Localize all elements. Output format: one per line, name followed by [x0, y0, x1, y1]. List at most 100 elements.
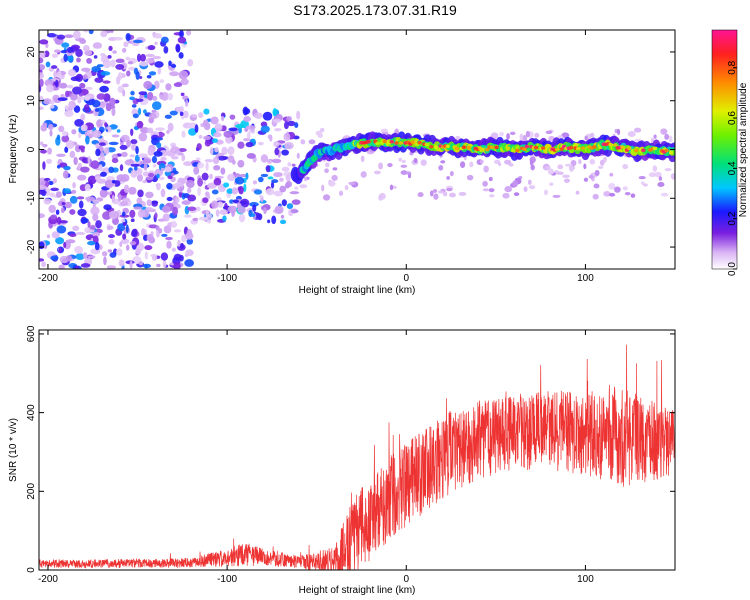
heatmap-cell: [125, 224, 129, 234]
heatmap-cell: [300, 139, 306, 145]
heatmap-cell: [198, 216, 209, 221]
heatmap-cell: [39, 213, 46, 219]
heatmap-cell: [265, 188, 275, 196]
heatmap-cell: [660, 128, 668, 135]
heatmap-cell: [251, 138, 256, 142]
heatmap-cell: [197, 177, 203, 187]
heatmap-cell: [479, 159, 484, 164]
heatmap-cell: [549, 182, 554, 186]
heatmap-cell: [458, 191, 467, 196]
heatmap-cell: [210, 116, 219, 125]
heatmap-cell: [87, 175, 97, 185]
heatmap-cell: [207, 219, 212, 224]
heatmap-cell: [61, 135, 70, 143]
heatmap-cell: [206, 213, 213, 219]
heatmap-cell: [657, 181, 665, 188]
heatmap-cell: [524, 144, 530, 149]
heatmap-cell: [152, 163, 157, 168]
heatmap-cell: [184, 259, 195, 267]
x-tick-label: 100: [577, 273, 594, 284]
heatmap-cell: [100, 171, 107, 177]
heatmap-cell: [348, 181, 356, 186]
heatmap-cell: [154, 61, 164, 68]
y-tick-label: -10: [26, 191, 37, 206]
heatmap-cell: [95, 220, 102, 229]
heatmap-cell: [232, 199, 240, 204]
heatmap-cell: [55, 79, 59, 88]
heatmap-cell: [152, 95, 158, 101]
heatmap-cell: [46, 158, 53, 164]
heatmap-cell: [522, 147, 527, 152]
heatmap-cell: [83, 104, 90, 112]
heatmap-cell: [180, 234, 187, 242]
heatmap-cell: [608, 142, 613, 147]
heatmap-cell: [39, 57, 44, 64]
heatmap-cell: [214, 123, 223, 132]
heatmap-cell: [156, 263, 161, 268]
heatmap-x-ticks: -200 -100 0 100: [38, 30, 594, 284]
heatmap-cell: [213, 132, 222, 138]
heatmap-cell: [239, 200, 248, 205]
heatmap-cell: [142, 263, 152, 269]
heatmap-cell: [52, 178, 57, 184]
heatmap-cell: [169, 71, 180, 77]
heatmap-cell: [131, 228, 138, 237]
heatmap-cell: [84, 95, 91, 101]
heatmap-cell: [75, 48, 83, 58]
heatmap-cell: [322, 194, 331, 201]
heatmap-cell: [185, 232, 194, 240]
heatmap-cell: [227, 173, 236, 182]
heatmap-cell: [562, 174, 570, 179]
heatmap-cell: [102, 211, 112, 220]
heatmap-cell: [86, 229, 95, 233]
heatmap-cell: [156, 173, 160, 179]
heatmap-cell: [285, 174, 291, 182]
heatmap-cell: [216, 197, 222, 201]
heatmap-cell: [203, 135, 211, 141]
heatmap-cell: [103, 256, 107, 266]
heatmap-cell: [49, 129, 53, 137]
heatmap-cell: [165, 236, 173, 241]
heatmap-cell: [620, 145, 625, 149]
heatmap-cell: [80, 113, 86, 121]
heatmap-cell: [209, 146, 214, 155]
colorbar-tick-label: 0.8: [727, 60, 738, 74]
heatmap-cell: [504, 186, 513, 193]
heatmap-cell: [171, 144, 176, 153]
heatmap-cell: [64, 109, 74, 118]
heatmap-cell: [76, 174, 87, 181]
heatmap-cell: [652, 165, 658, 172]
heatmap-cell: [180, 242, 184, 249]
heatmap-cell: [108, 239, 115, 245]
heatmap-cell: [50, 99, 55, 105]
heatmap-cell: [179, 152, 183, 156]
heatmap-cell: [319, 127, 325, 133]
heatmap-cell: [110, 30, 114, 34]
snr-x-label: Height of straight line (km): [299, 585, 416, 596]
x-tick-label: -200: [38, 273, 58, 284]
heatmap-cell: [490, 132, 499, 140]
heatmap-cell: [92, 203, 96, 208]
heatmap-cell: [146, 233, 154, 242]
heatmap-cell: [506, 133, 510, 140]
heatmap-cell: [170, 155, 179, 160]
heatmap-cell: [104, 122, 108, 128]
heatmap-cell: [154, 41, 158, 45]
heatmap-cell: [148, 71, 157, 76]
heatmap-cell: [64, 146, 69, 153]
heatmap-cell: [401, 159, 406, 163]
heatmap-cell: [482, 188, 490, 192]
heatmap-cell: [592, 193, 599, 200]
heatmap-cell: [130, 90, 135, 96]
heatmap-cell: [120, 218, 126, 223]
heatmap-cell: [523, 186, 528, 192]
heatmap-cell: [129, 240, 137, 246]
heatmap-cell: [69, 92, 78, 101]
heatmap-cell: [594, 169, 600, 177]
heatmap-cell: [160, 188, 166, 198]
heatmap-x-label: Height of straight line (km): [299, 285, 416, 296]
heatmap-cell: [132, 39, 143, 44]
heatmap-cell: [95, 143, 99, 149]
heatmap-cell: [65, 239, 76, 244]
heatmap-cell: [82, 252, 88, 259]
